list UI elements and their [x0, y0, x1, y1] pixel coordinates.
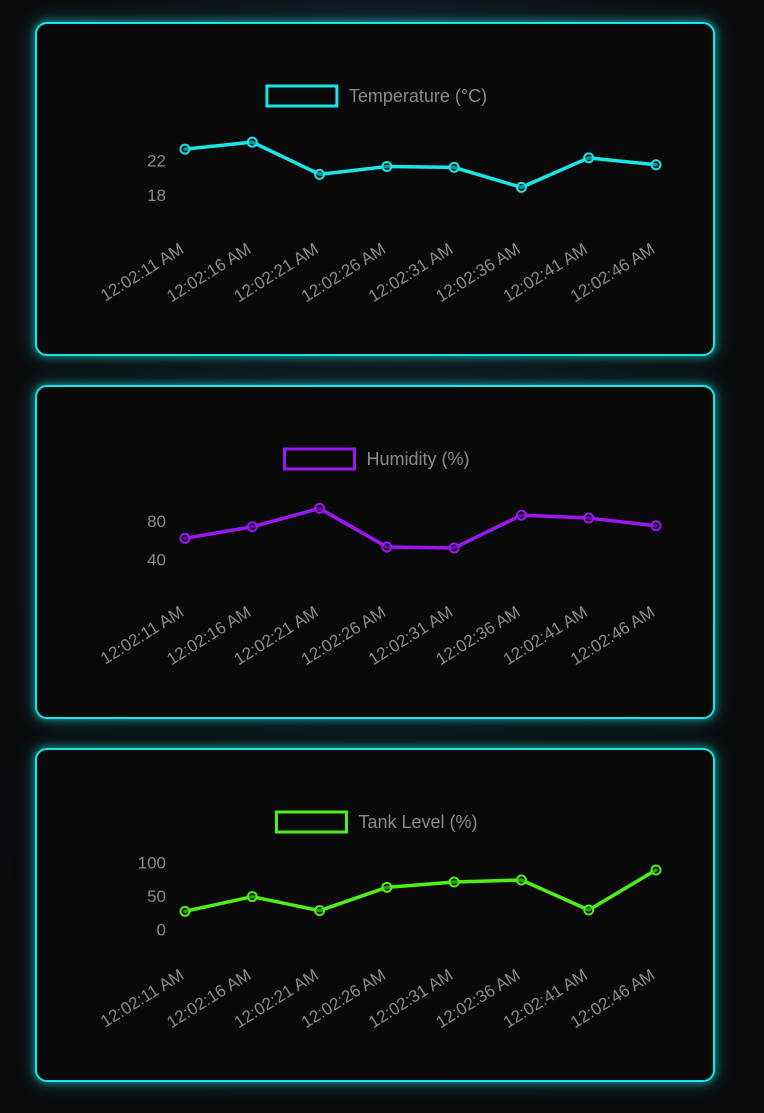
data-point[interactable] [181, 534, 190, 543]
data-point[interactable] [517, 876, 526, 885]
data-point[interactable] [450, 543, 459, 552]
data-point[interactable] [450, 878, 459, 887]
data-point[interactable] [652, 160, 661, 169]
data-point[interactable] [315, 906, 324, 915]
data-point[interactable] [584, 906, 593, 915]
data-point[interactable] [652, 521, 661, 530]
legend-label: Humidity (%) [366, 449, 469, 469]
data-point[interactable] [652, 866, 661, 875]
data-point[interactable] [248, 522, 257, 531]
data-point[interactable] [382, 542, 391, 551]
data-point[interactable] [584, 153, 593, 162]
legend-label: Tank Level (%) [358, 812, 477, 832]
chart-legend[interactable]: Tank Level (%) [276, 812, 477, 832]
humidity-chart-card: Humidity (%) 40 80 12:02:11 AM 12:02:16 AM 12… [35, 385, 715, 719]
data-point[interactable] [315, 504, 324, 513]
y-tick-label: 80 [147, 512, 166, 531]
data-point[interactable] [382, 883, 391, 892]
data-point[interactable] [248, 138, 257, 147]
y-tick-label: 100 [138, 854, 166, 873]
y-tick-label: 18 [147, 186, 166, 205]
data-point[interactable] [382, 162, 391, 171]
data-point[interactable] [517, 183, 526, 192]
legend-swatch [267, 86, 337, 106]
data-point[interactable] [248, 892, 257, 901]
tank-level-chart-card: Tank Level (%) 0 50 100 12:02:11 AM 12:02:16 … [35, 748, 715, 1082]
y-tick-label: 50 [147, 887, 166, 906]
y-tick-label: 40 [147, 551, 166, 570]
data-point[interactable] [181, 145, 190, 154]
y-tick-label: 0 [157, 920, 166, 939]
data-point[interactable] [315, 170, 324, 179]
legend-swatch [276, 812, 346, 832]
chart-legend[interactable]: Humidity (%) [284, 449, 469, 469]
series-line [185, 142, 656, 187]
data-point[interactable] [517, 511, 526, 520]
series-line [185, 870, 656, 911]
legend-swatch [284, 449, 354, 469]
data-point[interactable] [450, 163, 459, 172]
data-point[interactable] [584, 514, 593, 523]
chart-legend[interactable]: Temperature (°C) [267, 86, 487, 106]
data-point[interactable] [181, 907, 190, 916]
y-tick-label: 22 [147, 151, 166, 170]
legend-label: Temperature (°C) [349, 86, 487, 106]
temperature-chart-card: Temperature (°C) 18 22 12:02:11 AM 12:02:16 … [35, 22, 715, 356]
